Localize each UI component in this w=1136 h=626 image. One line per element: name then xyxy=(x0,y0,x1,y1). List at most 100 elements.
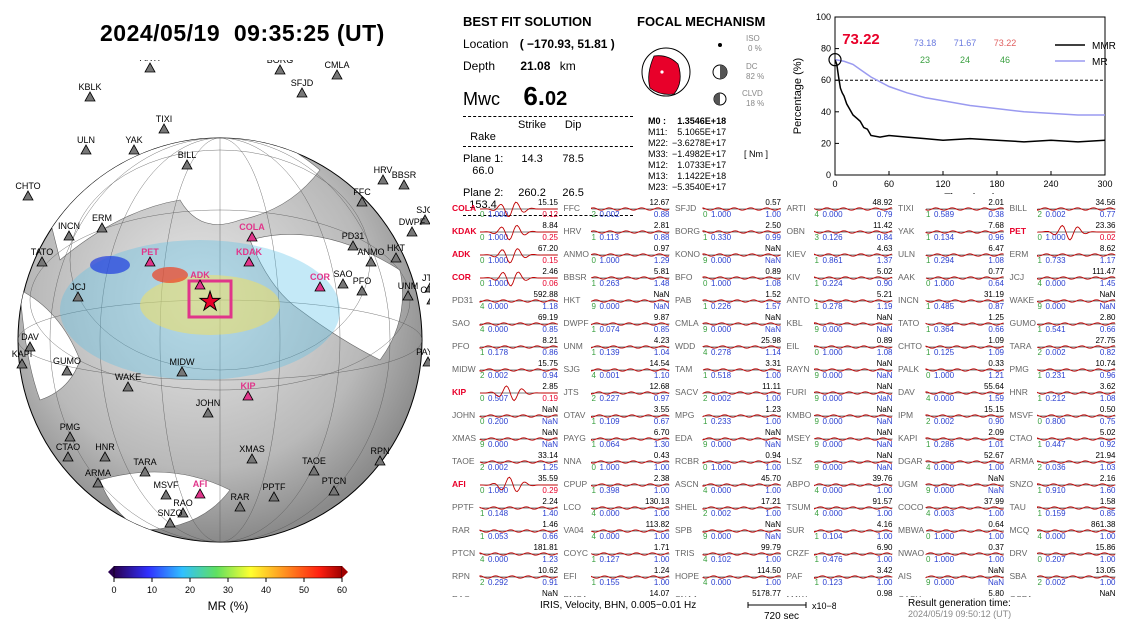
trace-station-name: JTS xyxy=(564,387,579,397)
trace-group: 2 xyxy=(1038,578,1043,587)
trace-vr: 0.85 xyxy=(654,325,670,334)
trace-station-name: UGM xyxy=(898,479,918,489)
trace-amplitude: 0.43 xyxy=(654,451,670,460)
station-trace: ULN 6.47 1 0.294 1.08 xyxy=(898,244,1005,265)
station-trace: KIEV 4.63 1 0.861 1.37 xyxy=(787,244,894,265)
station-trace: DWPF 9.87 1 0.074 0.85 xyxy=(564,313,671,334)
plane2-strike: 260.2 xyxy=(518,187,546,199)
station-trace: SNZO 2.16 1 0.910 1.60 xyxy=(1010,474,1117,495)
trace-group: 2 xyxy=(926,417,931,426)
trace-group: 9 xyxy=(480,440,485,449)
trace-station-name: BILL xyxy=(1010,203,1028,213)
trace-weight: 0.518 xyxy=(711,371,732,380)
plane2-dip: 26.5 xyxy=(562,187,584,199)
trace-vr: NaN xyxy=(876,440,892,449)
trace-vr: 0.25 xyxy=(542,233,558,242)
station-trace: JOHN NaN 0 0.200 NaN xyxy=(452,405,558,426)
trace-weight: 0.000 xyxy=(934,394,955,403)
moment-value: −3.6278E+17 xyxy=(672,138,727,148)
trace-vr: 0.66 xyxy=(542,532,558,541)
trace-weight: 0.002 xyxy=(600,210,621,219)
station-triangle-red-icon xyxy=(242,390,254,401)
trace-station-name: HOPE xyxy=(675,571,699,581)
station-triangle-icon xyxy=(268,491,280,502)
station-triangle-icon xyxy=(374,455,386,466)
trace-vr: 1.00 xyxy=(988,509,1004,518)
trace-waveform xyxy=(1037,391,1116,395)
trace-group: 2 xyxy=(1038,348,1043,357)
trace-vr: 1.10 xyxy=(654,371,670,380)
trace-vr: 0.79 xyxy=(877,210,893,219)
plane1-label: Plane 1: xyxy=(463,153,504,165)
trace-amplitude: 0.37 xyxy=(988,543,1004,552)
trace-weight: 0.000 xyxy=(1046,279,1067,288)
station-label: TARA xyxy=(133,457,156,467)
trace-vr: NaN xyxy=(988,486,1004,495)
colorbar-label: MR (%) xyxy=(208,599,249,613)
trace-amplitude: NaN xyxy=(876,313,892,322)
trace-station-name: BORG xyxy=(675,226,700,236)
trace-waveform xyxy=(479,460,558,464)
trace-weight: 0.155 xyxy=(600,578,621,587)
trace-vr: NaN xyxy=(653,302,669,311)
trace-weight: 0.278 xyxy=(711,348,732,357)
trace-vr: 1.00 xyxy=(988,463,1004,472)
trace-weight: 0.104 xyxy=(823,532,844,541)
trace-vr: 1.23 xyxy=(542,555,558,564)
station-triangle-icon xyxy=(36,256,48,267)
station-label: DWPF xyxy=(399,217,426,227)
station-count: 46 xyxy=(1000,55,1010,65)
trace-group: 0 xyxy=(815,348,820,357)
station-trace: KAPI 2.09 1 0.286 1.01 xyxy=(898,428,1005,449)
station-label: ARMA xyxy=(85,468,111,478)
trace-amplitude: 15.86 xyxy=(1095,543,1116,552)
trace-station-name: SJG xyxy=(564,364,581,374)
trace-amplitude: 181.81 xyxy=(534,543,559,552)
moment-key: M13: xyxy=(648,171,669,181)
x-axis-label: Time (sec) xyxy=(944,192,996,194)
station-trace: DGAR 52.67 4 0.000 1.00 xyxy=(898,451,1005,472)
trace-amplitude: NaN xyxy=(876,428,892,437)
trace-weight: 0.126 xyxy=(823,233,844,242)
trace-amplitude: NaN xyxy=(876,359,892,368)
station-trace: SHEL 17.21 2 0.002 1.00 xyxy=(675,497,782,518)
trace-waveform xyxy=(814,552,893,556)
trace-waveform xyxy=(1037,552,1116,556)
trace-amplitude: 0.64 xyxy=(988,520,1004,529)
station-trace: KONO NaN 9 0.000 NaN xyxy=(675,244,781,265)
station-trace: NNA 0.43 0 1.000 1.00 xyxy=(564,451,671,472)
station-trace: ABPO 39.76 4 0.000 1.00 xyxy=(787,474,894,495)
trace-waveform xyxy=(925,276,1004,280)
station-trace: CPUP 2.38 1 0.398 1.00 xyxy=(564,474,671,495)
station-triangle-icon xyxy=(398,179,410,190)
moment-value: 5.1065E+17 xyxy=(677,127,727,137)
trace-waveform xyxy=(591,230,670,234)
station-trace: FURI NaN 9 0.000 NaN xyxy=(787,382,893,403)
trace-amplitude: 130.13 xyxy=(645,497,670,506)
x-tick-label: 120 xyxy=(935,179,950,189)
trace-station-name: NWAO xyxy=(898,548,925,558)
station-trace: PMG 10.74 1 0.231 0.96 xyxy=(1010,359,1117,380)
trace-station-name: MBWA xyxy=(898,525,924,535)
station-trace: PPTF 2.24 1 0.148 1.40 xyxy=(452,497,559,518)
station-triangle-icon xyxy=(96,222,108,233)
focal-title: FOCAL MECHANISM xyxy=(637,14,766,29)
trace-group: 1 xyxy=(815,302,820,311)
station-triangle-icon xyxy=(390,252,402,263)
trace-waveform xyxy=(479,552,558,556)
station-trace: TRIS 99.79 4 0.102 1.00 xyxy=(675,543,782,564)
trace-waveform xyxy=(814,299,893,303)
trace-weight: 0.074 xyxy=(600,325,621,334)
trace-station-name: MSVF xyxy=(1010,410,1034,420)
trace-weight: 0.000 xyxy=(1046,532,1067,541)
station-trace: OTAV 3.55 1 0.109 0.67 xyxy=(564,405,671,426)
trace-amplitude: 6.70 xyxy=(654,428,670,437)
trace-waveform xyxy=(1037,483,1116,487)
trace-group: 1 xyxy=(480,509,485,518)
station-label: OTAV xyxy=(420,285,430,295)
trace-weight: 0.000 xyxy=(488,302,509,311)
station-triangle-icon xyxy=(80,144,92,155)
trace-weight: 0.139 xyxy=(600,348,621,357)
trace-station-name: KIP xyxy=(452,387,467,397)
trace-weight: 1.000 xyxy=(934,371,955,380)
